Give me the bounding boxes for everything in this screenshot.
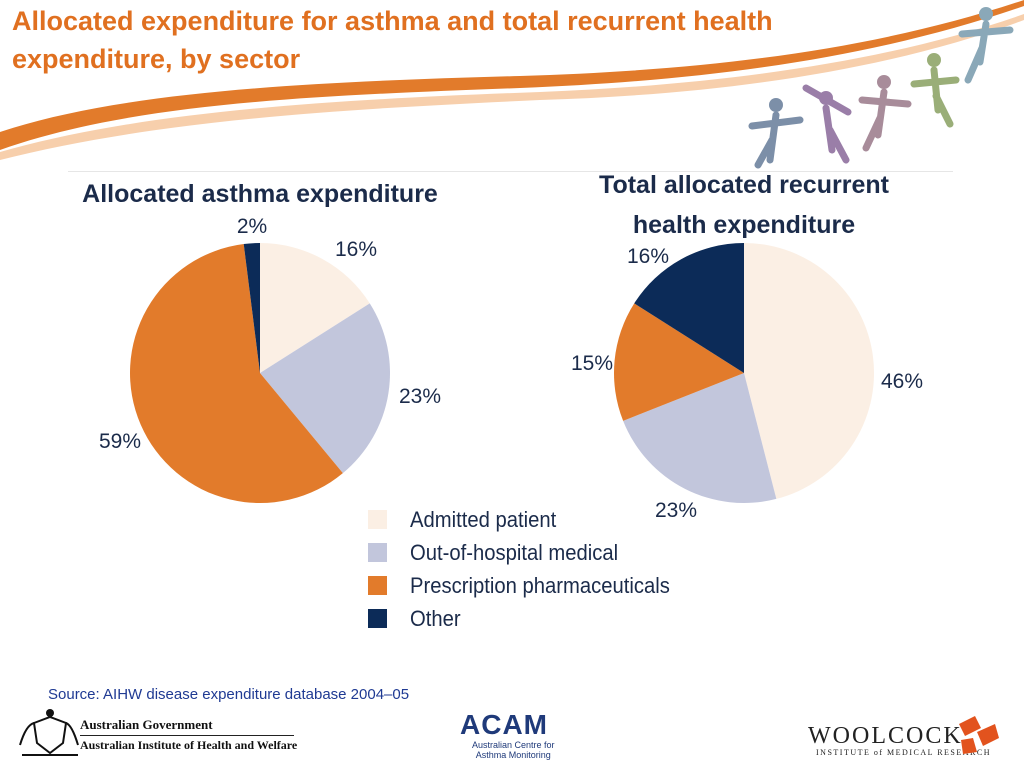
legend-swatch bbox=[368, 543, 387, 562]
header-swoosh bbox=[0, 0, 1024, 169]
legend-swatch bbox=[368, 576, 387, 595]
chart-2-title-line1: Total allocated recurrent bbox=[599, 171, 890, 199]
pie-1-label-pharmaceuticals: 59% bbox=[99, 430, 141, 453]
pie-1-slice-other bbox=[243, 243, 260, 373]
source-note: Source: AIHW disease expenditure databas… bbox=[48, 686, 410, 703]
pie-1-slice-admitted bbox=[260, 243, 370, 373]
legend-label: Out-of-hospital medical bbox=[410, 539, 619, 565]
legend-swatch bbox=[368, 609, 387, 628]
people-figures-icon bbox=[748, 7, 1014, 169]
acam-logo: ACAM bbox=[460, 709, 548, 740]
gov-line-1: Australian Government bbox=[80, 717, 213, 732]
pie-chart-2: 46% 23% 15% 16% bbox=[571, 243, 923, 522]
pie-chart-1: 16% 23% 59% 2% bbox=[99, 215, 441, 504]
gov-rule bbox=[80, 735, 294, 736]
pie-2-label-out-of-hospital: 23% bbox=[655, 499, 697, 522]
chart-1-title: Allocated asthma expenditure bbox=[82, 180, 438, 208]
pie-2-slice-admitted bbox=[744, 243, 875, 499]
legend-item-admitted: Admitted patient bbox=[368, 503, 692, 536]
legend: Admitted patient Out-of-hospital medical… bbox=[368, 503, 692, 635]
pie-2-slice-other bbox=[634, 243, 744, 373]
woolcock-logo: WOOLCOCK bbox=[808, 723, 963, 749]
pie-1-label-admitted: 16% bbox=[335, 238, 377, 261]
legend-label: Other bbox=[410, 605, 461, 631]
acam-subtitle: Australian Centre for Asthma Monitoring bbox=[472, 740, 555, 760]
slide-title: Allocated expenditure for asthma and tot… bbox=[12, 6, 773, 74]
legend-label: Admitted patient bbox=[410, 506, 557, 532]
divider bbox=[68, 171, 953, 172]
acam-subtitle-line2: Asthma Monitoring bbox=[475, 750, 551, 760]
pie-1-slice-out-of-hospital bbox=[260, 303, 391, 474]
pie-1-slice-pharmaceuticals bbox=[130, 244, 343, 504]
pie-2-slice-out-of-hospital bbox=[623, 373, 777, 504]
chart-2-title-line2: health expenditure bbox=[633, 211, 855, 239]
coat-of-arms-icon bbox=[19, 709, 79, 756]
pie-1-label-other: 2% bbox=[237, 215, 267, 238]
acam-subtitle-line1: Australian Centre for bbox=[472, 740, 555, 750]
pie-1-label-out-of-hospital: 23% bbox=[399, 385, 441, 408]
pie-2-label-pharmaceuticals: 15% bbox=[571, 352, 613, 375]
legend-swatch bbox=[368, 510, 387, 529]
legend-item-out-of-hospital: Out-of-hospital medical bbox=[368, 536, 692, 569]
woolcock-emblem-icon bbox=[959, 716, 999, 754]
pie-2-label-admitted: 46% bbox=[881, 370, 923, 393]
pie-2-label-other: 16% bbox=[627, 245, 669, 268]
legend-item-other: Other bbox=[368, 602, 692, 635]
woolcock-subtitle: INSTITUTE of MEDICAL RESEARCH bbox=[816, 748, 991, 757]
legend-label: Prescription pharmaceuticals bbox=[410, 572, 670, 598]
legend-item-pharmaceuticals: Prescription pharmaceuticals bbox=[368, 569, 692, 602]
gov-line-2: Australian Institute of Health and Welfa… bbox=[80, 738, 298, 752]
pie-2-slice-pharmaceuticals bbox=[614, 303, 744, 421]
